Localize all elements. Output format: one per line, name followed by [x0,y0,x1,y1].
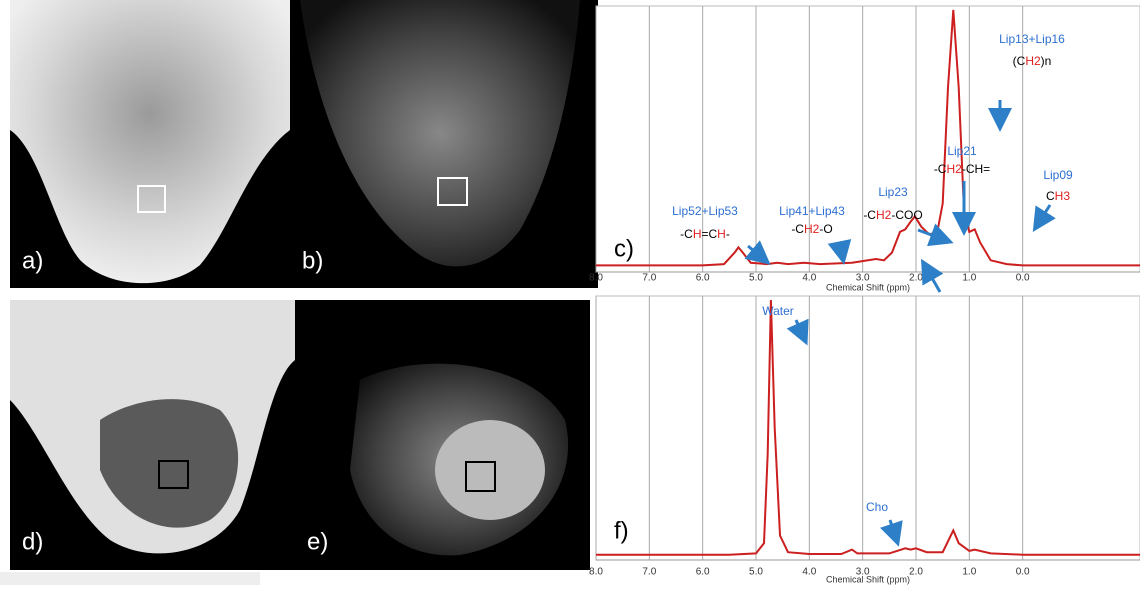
annotation-formula: -CH2-COO [863,208,922,222]
mri-b [290,0,598,288]
x-tick-label: 0.0 [1016,567,1030,578]
x-tick-label: 8.0 [589,567,603,578]
formula-part: )n [1041,54,1052,68]
formula-part: -O [819,222,832,236]
formula-part: C [1046,189,1055,203]
annotation-formula: (CH2)n [1013,54,1052,68]
formula-part: H2 [946,162,962,176]
arrow [921,258,944,293]
formula-part: H2 [876,208,892,222]
annotation-label: Lip23 [878,185,908,199]
panel-label: f) [614,517,629,544]
arrow [744,240,771,265]
x-tick-label: 2.0 [909,567,923,578]
x-tick-label: 7.0 [642,273,656,284]
x-tick-label: 4.0 [802,567,816,578]
x-tick-label: 5.0 [749,567,763,578]
formula-part: H3 [1055,189,1071,203]
x-tick-label: 7.0 [642,567,656,578]
x-tick-label: 1.0 [962,273,976,284]
formula-part: -C [791,222,804,236]
formula-part: -C [680,227,693,241]
annotation-label: Water [762,304,794,318]
annotation-formula: -CH2-O [791,222,832,236]
spectrum-line [596,299,1140,556]
formula-part: -COO [891,208,922,222]
arrow [879,519,903,547]
x-tick-label: 6.0 [696,567,710,578]
annotation-label: Lip13+Lip16 [999,32,1065,46]
x-tick-label: 5.0 [749,273,763,284]
formula-part: -C [934,162,947,176]
annotation-label: Lip41+Lip43 [779,204,845,218]
x-tick-label: 3.0 [856,273,870,284]
strip [0,572,260,585]
x-tick-label: 2.0 [909,273,923,284]
x-tick-label: 4.0 [802,273,816,284]
formula-part: -CH= [962,162,990,176]
annotation-label: Lip52+Lip53 [672,204,738,218]
panel-label: b) [302,247,323,274]
annotation-formula: -CH=CH- [680,227,730,241]
formula-part: H [693,227,702,241]
panel-label: a) [22,247,43,274]
x-tick-label: 0.0 [1016,273,1030,284]
x-tick-label: 3.0 [856,567,870,578]
panel-label: e) [307,528,328,555]
annotation-formula: -CH2-CH= [934,162,990,176]
annotation-label: Lip09 [1043,168,1073,182]
panel-label: c) [614,235,634,262]
formula-part: - [726,227,730,241]
x-axis-title: Chemical Shift (ppm) [826,574,910,584]
plot-area [595,295,1140,561]
formula-part: -C [863,208,876,222]
mri-a [10,0,290,288]
annotation-label: Cho [866,500,888,514]
arrow [917,223,954,247]
x-tick-label: 1.0 [962,567,976,578]
arrow [786,318,809,346]
formula-part: (C [1013,54,1026,68]
x-tick-label: 8.0 [589,273,603,284]
formula-part: =C [701,227,717,241]
arrow [1032,204,1056,233]
panel-label: d) [22,528,43,555]
mri-e [295,300,590,570]
x-tick-label: 6.0 [696,273,710,284]
x-axis-title: Chemical Shift (ppm) [826,282,910,292]
formula-part: H [717,227,726,241]
annotation-formula: CH3 [1046,189,1070,203]
formula-part: H2 [1025,54,1041,68]
formula-part: H2 [804,222,820,236]
mri-d [10,300,295,570]
annotation-label: Lip21 [947,144,977,158]
arrow [827,238,852,265]
